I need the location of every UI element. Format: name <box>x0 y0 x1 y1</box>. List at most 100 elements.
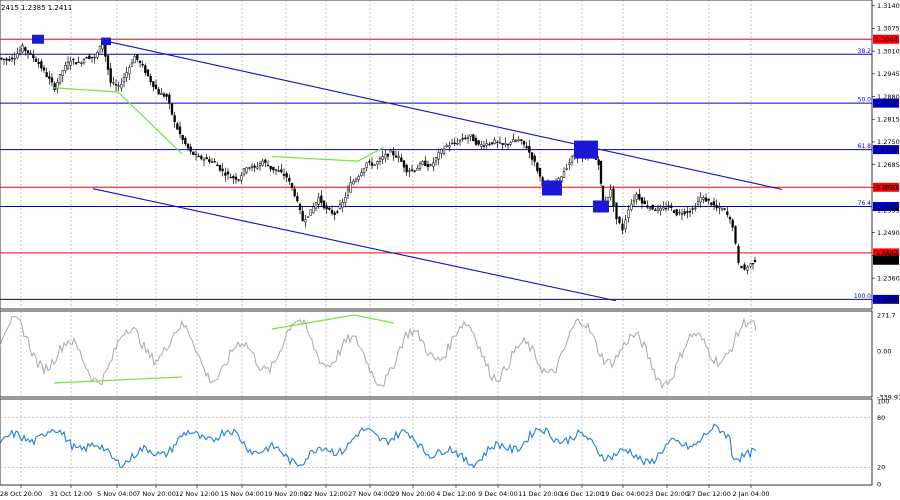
level-tag-2 <box>873 98 899 108</box>
level-tag-label-0: 1.3044 <box>875 36 898 44</box>
candle-body <box>365 162 368 168</box>
candle-body <box>493 139 496 144</box>
candle-body <box>498 141 502 144</box>
candle-body <box>662 207 665 210</box>
candle-body <box>304 219 307 223</box>
candle-body <box>434 157 438 162</box>
rsi-tick-label-1: 80 <box>877 414 885 422</box>
candle-body <box>184 137 187 145</box>
candle-body <box>2 58 6 60</box>
candle-body <box>509 142 512 145</box>
candle-body <box>333 212 336 215</box>
rsi-line <box>0 423 757 469</box>
candle-body <box>525 146 528 149</box>
candle-body <box>710 202 713 206</box>
candle-body <box>469 134 472 137</box>
candle-body <box>720 208 724 211</box>
candle-body <box>194 153 198 156</box>
candle-body <box>704 197 708 202</box>
candle-body <box>672 210 676 214</box>
candle-body <box>133 56 136 64</box>
candle-body <box>266 164 270 167</box>
rsi-indicator: 100 80 20 0 <box>0 397 889 488</box>
candle-body <box>10 57 14 60</box>
candle-body <box>683 211 686 215</box>
level-tag-0 <box>873 34 899 44</box>
candle-body <box>237 179 240 181</box>
candle-body <box>141 63 144 66</box>
candle-body <box>751 262 755 265</box>
candle-body <box>344 197 347 203</box>
candle-body <box>568 162 571 165</box>
candle-body <box>309 209 312 216</box>
candle-body <box>424 160 427 167</box>
candle-body <box>178 126 182 135</box>
level-tag-label-6: 1.2432 <box>875 249 898 257</box>
y-tick-label-7: 1.2685 <box>877 161 900 169</box>
candle-body <box>448 145 451 148</box>
candle-body <box>37 62 40 64</box>
x-tick-label-16: 27 Dec 12:00 <box>687 490 731 498</box>
candle-body <box>402 160 406 168</box>
candle-body <box>630 203 633 211</box>
candle-body <box>712 201 716 206</box>
cci-tick-label-0: 271.7 <box>877 311 896 319</box>
rsi-tick-label-0: 100 <box>877 397 889 405</box>
candle-body <box>624 219 627 229</box>
level-tag-label-2: 1.2861 <box>875 99 898 107</box>
candle-body <box>61 70 64 77</box>
candle-body <box>731 219 734 228</box>
candle-body <box>485 143 488 146</box>
y-tick-label-4: 1.2880 <box>877 93 900 101</box>
time-axis: 28 Oct 20:00 31 Oct 12:00 5 Nov 04:00 7 Nov… <box>0 485 770 498</box>
x-tick-label-1: 31 Oct 12:00 <box>50 490 92 498</box>
y-tick-label-5: 1.2815 <box>877 116 900 124</box>
candle-body <box>45 72 48 77</box>
candle-body <box>737 246 740 263</box>
candle-body <box>699 196 702 203</box>
candle-body <box>264 159 267 163</box>
candle-body <box>429 164 432 166</box>
candle-body <box>53 83 56 91</box>
level-tag-3 <box>873 145 899 155</box>
candle-body <box>122 77 126 83</box>
candle-body <box>197 155 200 158</box>
price-axis: 1.3140 1.3075 1.3010 1.2945 1.2880 1.2815 1.27… <box>872 2 900 305</box>
candle-body <box>221 168 224 172</box>
candle-body <box>421 161 424 165</box>
candle-body <box>285 173 288 178</box>
candle-body <box>386 153 390 157</box>
candle-body <box>296 196 299 202</box>
candle-body <box>612 188 615 207</box>
candle-body <box>280 169 283 173</box>
candle-body <box>82 59 86 64</box>
y-tick-label-3: 1.2945 <box>877 70 900 78</box>
cci-tick-label-2: -339.978 <box>877 393 900 401</box>
candle-body <box>749 263 752 267</box>
candle-body <box>504 143 507 145</box>
candle-body <box>77 61 80 64</box>
cci-tick-label-1: 0.00 <box>877 348 891 356</box>
x-tick-label-13: 16 Dec 12:00 <box>560 490 604 498</box>
rsi-tick-label-2: 20 <box>877 464 885 472</box>
candle-body <box>210 161 214 163</box>
candle-body <box>26 50 30 54</box>
candle-body <box>656 207 660 211</box>
candle-body <box>627 209 630 219</box>
x-tick-label-12: 11 Dec 20:00 <box>518 490 562 498</box>
y-tick-label-13: 1.2295 <box>877 297 900 305</box>
candle-body <box>48 76 51 79</box>
candle-body <box>514 140 518 142</box>
candle-body <box>678 211 681 214</box>
level-tag-6 <box>873 248 899 258</box>
candle-body <box>609 189 612 198</box>
candle-body <box>298 203 302 211</box>
candle-body <box>354 178 358 182</box>
candle-body <box>753 259 757 262</box>
candle-body <box>253 165 256 168</box>
x-tick-label-8: 27 Nov 04:00 <box>348 490 392 498</box>
candle-body <box>205 157 208 160</box>
cci-divergence-high <box>271 314 395 330</box>
candle-body <box>397 155 400 158</box>
x-tick-label-3: 7 Nov 20:00 <box>136 490 176 498</box>
